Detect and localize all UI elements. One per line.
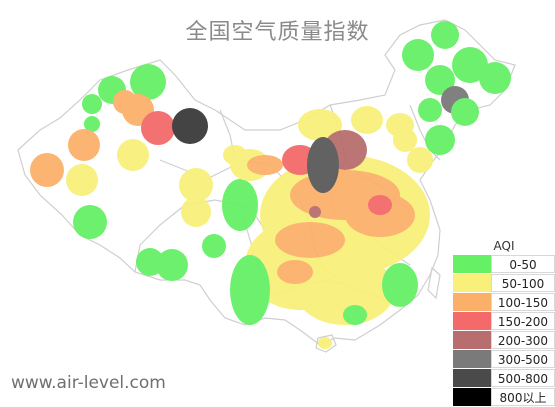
legend-label: 50-100: [491, 274, 555, 292]
aqi-zone: [318, 337, 332, 349]
aqi-zone: [223, 145, 247, 165]
map-title: 全国空气质量指数: [185, 20, 370, 45]
aqi-zone: [130, 64, 166, 100]
aqi-zone: [68, 129, 100, 161]
legend-row: 100-150: [453, 293, 555, 311]
aqi-regions: [30, 21, 511, 349]
aqi-zone: [30, 153, 64, 187]
aqi-zone: [368, 195, 392, 215]
legend-label: 0-50: [491, 255, 555, 273]
legend-swatch: [453, 369, 491, 387]
aqi-zone: [425, 65, 455, 95]
aqi-legend: AQI 0-50 50-100 100-150 150-200 200-300 …: [453, 237, 555, 407]
legend-row: 200-300: [453, 331, 555, 349]
aqi-zone: [277, 260, 313, 284]
source-url: www.air-level.com: [11, 373, 166, 393]
aqi-zone: [117, 139, 149, 171]
aqi-zone: [382, 263, 418, 307]
aqi-zone: [202, 234, 226, 258]
aqi-zone: [82, 94, 102, 114]
legend-swatch: [453, 312, 491, 330]
legend-label: 300-500: [491, 350, 555, 368]
aqi-zone: [181, 197, 211, 227]
legend-swatch: [453, 331, 491, 349]
aqi-zone: [179, 168, 213, 202]
aqi-zone: [295, 255, 395, 325]
aqi-zone: [451, 98, 479, 126]
legend-label: 150-200: [491, 312, 555, 330]
aqi-zone: [275, 222, 345, 258]
legend-row: 800以上: [453, 388, 555, 406]
legend-row: 0-50: [453, 255, 555, 273]
aqi-zone: [230, 255, 270, 325]
aqi-zone: [418, 98, 442, 122]
legend-label: 800以上: [491, 388, 555, 406]
aqi-zone: [141, 111, 175, 145]
aqi-zone: [351, 106, 383, 134]
legend-label: 500-800: [491, 369, 555, 387]
aqi-zone: [402, 39, 434, 71]
aqi-zone: [309, 206, 321, 218]
aqi-zone: [73, 205, 107, 239]
aqi-zone: [343, 305, 367, 325]
aqi-zone: [307, 137, 339, 193]
legend-label: 200-300: [491, 331, 555, 349]
legend-swatch: [453, 274, 491, 292]
aqi-zone: [66, 164, 98, 196]
legend-row: 50-100: [453, 274, 555, 292]
aqi-zone: [247, 155, 283, 175]
aqi-zone: [393, 128, 417, 152]
aqi-zone: [425, 125, 455, 155]
legend-swatch: [453, 293, 491, 311]
hainan-outline: [315, 334, 337, 353]
aqi-zone: [407, 147, 433, 173]
legend-row: 150-200: [453, 312, 555, 330]
aqi-zone: [479, 62, 511, 94]
taiwan-outline: [427, 266, 441, 300]
legend-row: 300-500: [453, 350, 555, 368]
aqi-zone: [172, 108, 208, 144]
legend-row: 500-800: [453, 369, 555, 387]
aqi-zone: [222, 179, 258, 231]
legend-label: 100-150: [491, 293, 555, 311]
aqi-zone: [431, 21, 459, 49]
legend-swatch: [453, 388, 491, 406]
legend-swatch: [453, 350, 491, 368]
aqi-zone: [452, 47, 488, 83]
aqi-zone: [156, 249, 188, 281]
aqi-zone: [84, 116, 100, 132]
aqi-zone: [298, 109, 342, 141]
legend-title: AQI: [493, 239, 515, 253]
legend-swatch: [453, 255, 491, 273]
